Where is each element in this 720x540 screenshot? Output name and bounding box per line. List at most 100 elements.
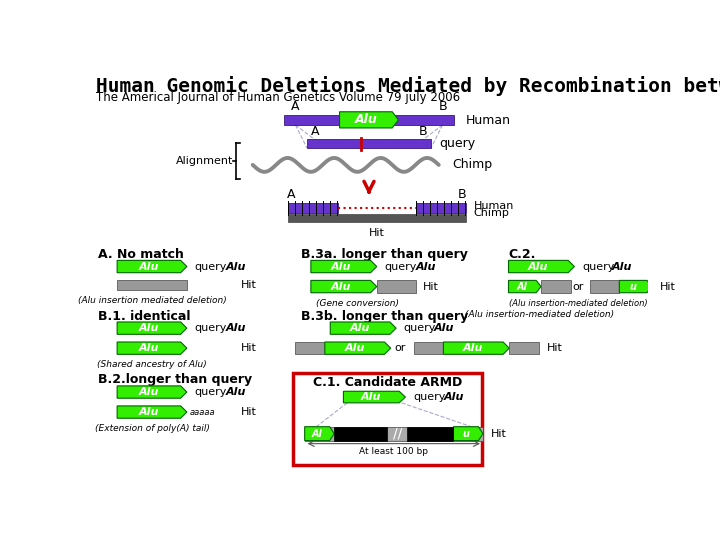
Text: Hit: Hit	[490, 429, 507, 438]
Polygon shape	[340, 112, 398, 128]
Text: Alu: Alu	[139, 407, 159, 417]
Polygon shape	[117, 406, 187, 418]
Text: query: query	[194, 261, 227, 272]
Text: Alu: Alu	[344, 343, 365, 353]
Text: B.2.longer than query: B.2.longer than query	[98, 373, 252, 386]
Text: The Americal Journal of Human Genetics Volume 79 july 2006: The Americal Journal of Human Genetics V…	[96, 91, 460, 104]
Text: B.3a. longer than query: B.3a. longer than query	[301, 248, 468, 261]
Text: B.3b. longer than query: B.3b. longer than query	[301, 309, 468, 323]
Bar	[509, 342, 539, 354]
Text: A: A	[310, 125, 319, 138]
Text: Alu: Alu	[139, 323, 159, 333]
Bar	[590, 280, 619, 293]
Text: C.1. Candidate ARMD: C.1. Candidate ARMD	[313, 375, 462, 389]
Text: (Alu insertion mediated deletion): (Alu insertion mediated deletion)	[78, 296, 226, 305]
Text: query: query	[404, 323, 436, 333]
Text: (Alu insertion-mediated deletion): (Alu insertion-mediated deletion)	[465, 309, 614, 319]
Text: query: query	[194, 387, 227, 397]
Text: Hit: Hit	[241, 343, 257, 353]
Text: Alu: Alu	[330, 281, 351, 292]
Bar	[284, 115, 454, 125]
Text: Human: Human	[474, 201, 514, 211]
Text: Alu: Alu	[330, 261, 351, 272]
Text: Alu: Alu	[139, 261, 159, 272]
Polygon shape	[311, 280, 377, 293]
Bar	[407, 427, 454, 441]
Polygon shape	[343, 392, 405, 403]
Text: Alu: Alu	[225, 323, 246, 333]
Bar	[117, 280, 187, 291]
Text: C.2.: C.2.	[508, 248, 536, 261]
Text: or: or	[572, 281, 584, 292]
Polygon shape	[117, 322, 187, 334]
Text: Human Genomic Deletions Mediated by Recombination between Alu Elements: Human Genomic Deletions Mediated by Reco…	[96, 76, 720, 96]
Bar	[295, 342, 325, 354]
Text: u: u	[630, 281, 636, 292]
Text: (Extension of poly(A) tail): (Extension of poly(A) tail)	[94, 423, 210, 433]
Bar	[415, 204, 466, 213]
Bar	[287, 214, 466, 222]
Text: query: query	[438, 137, 475, 150]
Text: A. No match: A. No match	[98, 248, 184, 261]
Polygon shape	[619, 280, 652, 293]
Text: Hit: Hit	[241, 280, 257, 290]
Polygon shape	[454, 427, 483, 441]
Text: //: //	[393, 427, 402, 441]
Polygon shape	[508, 260, 575, 273]
Bar	[541, 280, 570, 293]
Text: Alu: Alu	[611, 261, 632, 272]
Polygon shape	[444, 342, 509, 354]
Text: Alu: Alu	[415, 261, 436, 272]
Bar	[293, 373, 482, 465]
Text: Chimp: Chimp	[453, 158, 492, 171]
Text: B.1. identical: B.1. identical	[98, 309, 190, 323]
Text: B: B	[458, 188, 467, 201]
Text: Hit: Hit	[241, 407, 257, 417]
Bar	[377, 280, 415, 293]
Text: (Shared ancestry of Alu): (Shared ancestry of Alu)	[97, 360, 207, 369]
Text: Alu: Alu	[361, 392, 382, 402]
Text: or: or	[395, 343, 405, 353]
Text: Alu: Alu	[433, 323, 454, 333]
Polygon shape	[117, 260, 187, 273]
Text: A: A	[287, 188, 296, 201]
Text: Hit: Hit	[547, 343, 563, 353]
Text: u: u	[462, 429, 469, 438]
Polygon shape	[330, 322, 396, 334]
Text: Al: Al	[312, 429, 323, 438]
Polygon shape	[508, 280, 541, 293]
Text: query: query	[582, 261, 614, 272]
Bar	[414, 342, 444, 354]
Bar	[305, 427, 483, 441]
Polygon shape	[117, 386, 187, 398]
Text: Alu: Alu	[225, 261, 246, 272]
Polygon shape	[305, 427, 334, 441]
Text: Alignment: Alignment	[176, 156, 233, 166]
Text: Human: Human	[466, 114, 511, 127]
Text: (Alu insertion-mediated deletion): (Alu insertion-mediated deletion)	[509, 299, 647, 308]
Text: B: B	[438, 100, 447, 113]
Text: Alu: Alu	[528, 261, 549, 272]
Text: A: A	[291, 100, 300, 113]
Text: Alu: Alu	[463, 343, 483, 353]
Text: Alu: Alu	[444, 393, 464, 402]
Text: query: query	[413, 393, 446, 402]
Bar	[307, 139, 431, 148]
Text: At least 100 bp: At least 100 bp	[359, 447, 428, 456]
Polygon shape	[311, 260, 377, 273]
Bar	[334, 427, 387, 441]
Text: Hit: Hit	[369, 228, 384, 238]
Text: query: query	[194, 323, 227, 333]
Text: Chimp: Chimp	[474, 208, 510, 218]
Text: Alu: Alu	[350, 323, 370, 333]
Text: Alu: Alu	[225, 387, 246, 397]
Bar	[287, 204, 338, 213]
Polygon shape	[117, 342, 187, 354]
Text: Hit: Hit	[660, 281, 675, 292]
Polygon shape	[325, 342, 391, 354]
Text: Alu: Alu	[354, 113, 377, 126]
Text: Alu: Alu	[139, 343, 159, 353]
Text: Alu: Alu	[139, 387, 159, 397]
Text: Hit: Hit	[423, 281, 439, 292]
Text: Al: Al	[517, 281, 528, 292]
